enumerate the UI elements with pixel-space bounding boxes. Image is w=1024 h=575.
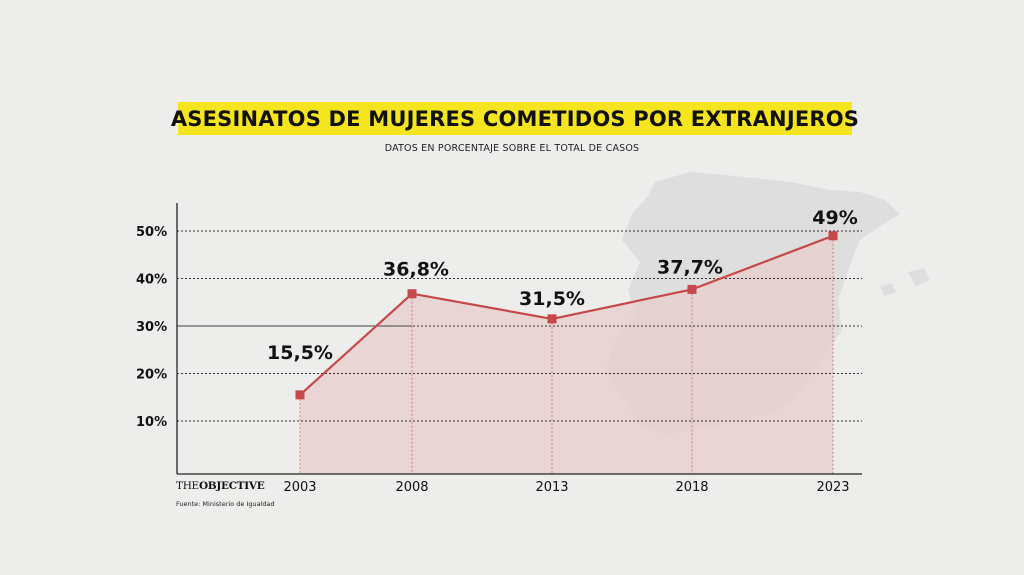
x-tick-label: 2023 — [816, 480, 849, 495]
data-point — [547, 314, 557, 324]
title-highlight: ASESINATOS DE MUJERES COMETIDOS POR EXTR… — [171, 102, 859, 135]
y-tick-label: 30% — [136, 320, 167, 335]
data-label: 36,8% — [383, 259, 449, 281]
data-label: 15,5% — [267, 342, 333, 364]
brand-prefix: THE — [176, 480, 199, 492]
data-point — [828, 231, 838, 241]
y-tick-label: 20% — [136, 368, 167, 383]
brand-bold: OBJECTIVE — [198, 480, 265, 492]
source-note: Fuente: Ministerio de Igualdad — [176, 500, 275, 508]
x-tick-label: 2013 — [535, 480, 568, 495]
chart-subtitle: DATOS EN PORCENTAJE SOBRE EL TOTAL DE CA… — [384, 143, 640, 154]
x-tick-label: 2003 — [283, 480, 316, 495]
area-fill — [300, 235, 833, 474]
y-tick-label: 50% — [136, 225, 167, 240]
data-point — [295, 390, 305, 400]
y-tick-label: 40% — [136, 273, 167, 288]
data-label: 49% — [812, 207, 857, 229]
brand-logo: THEOBJECTIVE — [176, 480, 265, 492]
data-point — [687, 284, 697, 294]
data-label: 31,5% — [519, 288, 585, 310]
y-tick-label: 10% — [136, 415, 167, 430]
x-tick-label: 2018 — [675, 480, 708, 495]
x-tick-label: 2008 — [395, 480, 428, 495]
data-label: 37,7% — [657, 256, 723, 278]
chart-title: ASESINATOS DE MUJERES COMETIDOS POR EXTR… — [170, 106, 860, 131]
data-point — [407, 289, 417, 299]
